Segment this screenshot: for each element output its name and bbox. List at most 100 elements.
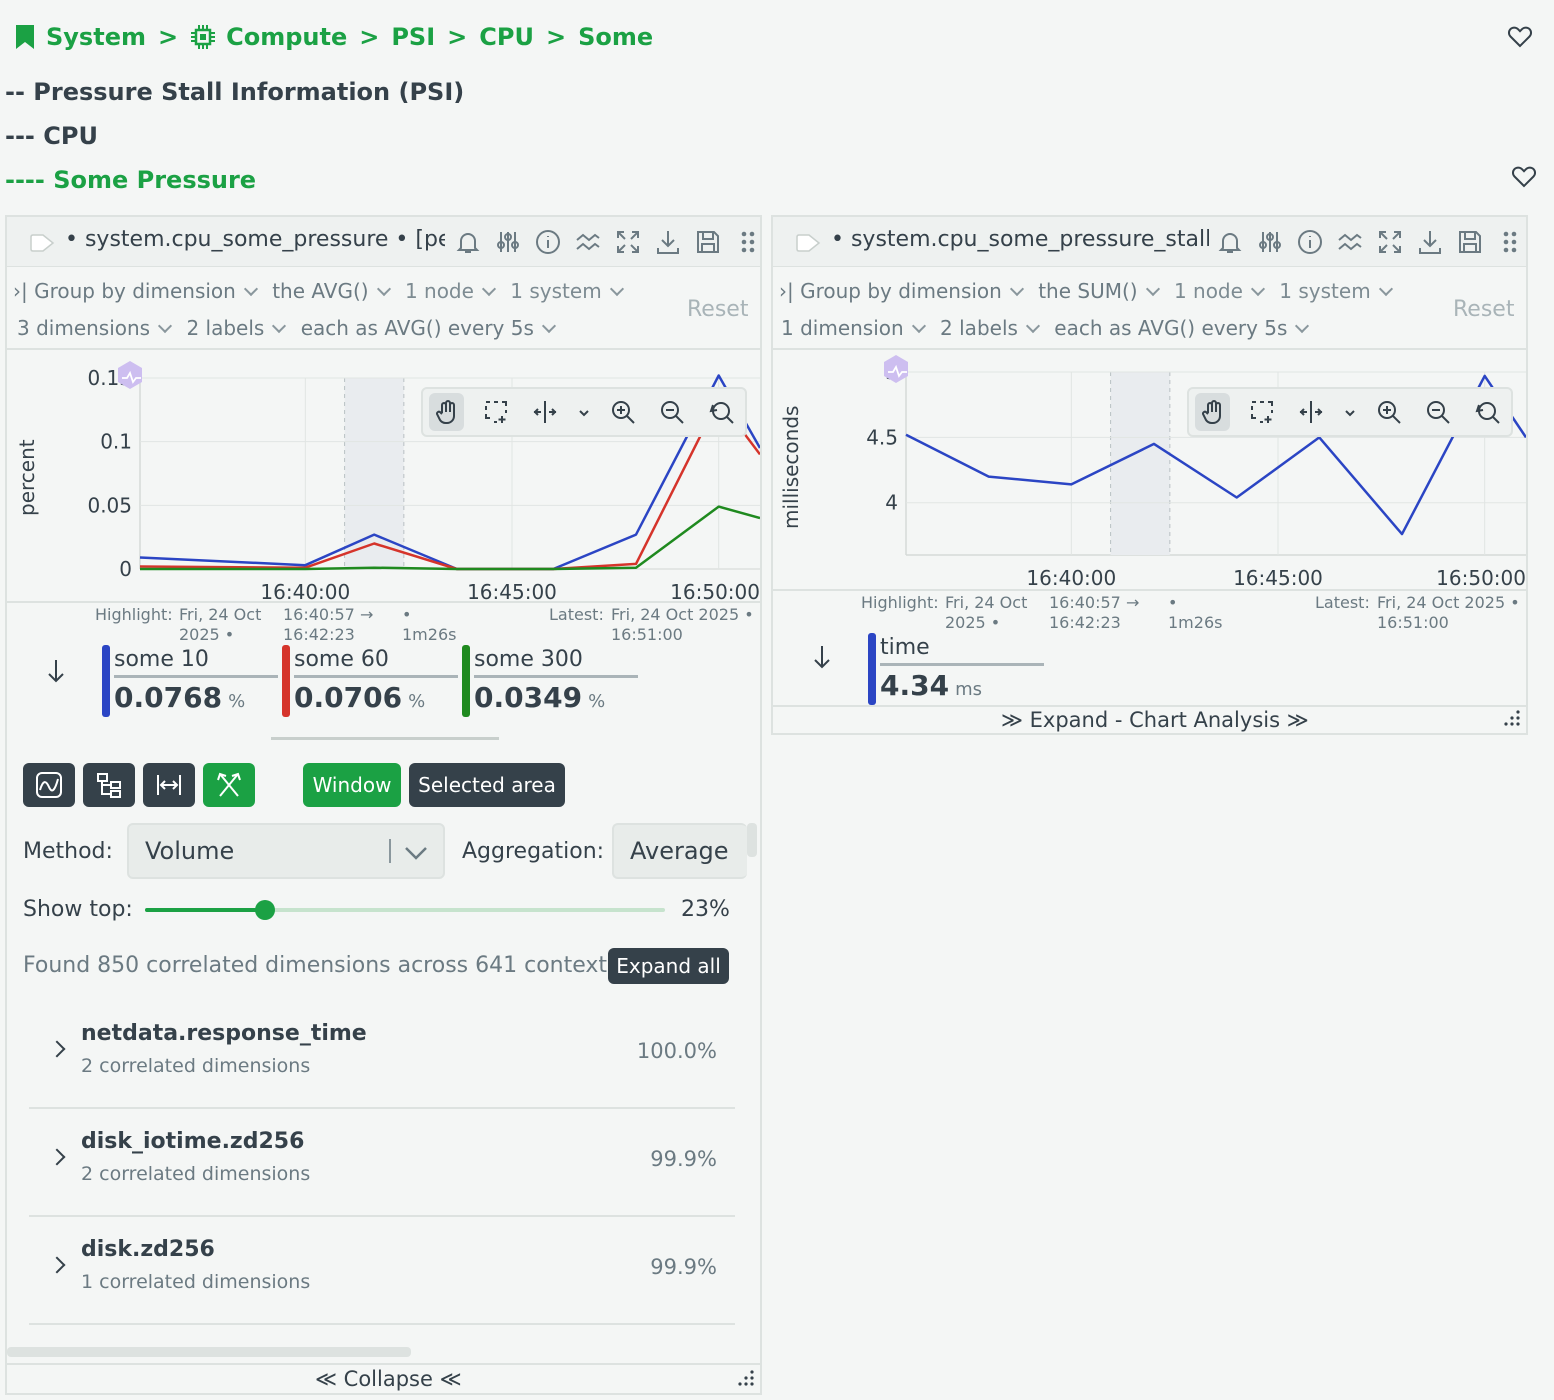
- dimensions-dropdown[interactable]: 3 dimensions: [17, 316, 180, 340]
- method-select[interactable]: Volume: [127, 823, 445, 879]
- settings-sliders-icon[interactable]: [491, 225, 525, 259]
- resize-handle-icon[interactable]: [1503, 709, 1521, 729]
- compare-button[interactable]: [143, 763, 195, 807]
- slider-handle[interactable]: [254, 900, 275, 920]
- info-icon[interactable]: [531, 225, 565, 259]
- breadcrumb: System > Compute > PSI > CPU > Some: [14, 20, 653, 54]
- systems-dropdown[interactable]: 1 system: [510, 279, 631, 303]
- horizontal-select-icon[interactable]: [528, 393, 563, 431]
- alert-bell-icon[interactable]: [1213, 225, 1247, 259]
- show-top-slider[interactable]: [145, 900, 665, 920]
- correlation-button[interactable]: [203, 763, 255, 807]
- drag-handle-icon[interactable]: [1493, 225, 1527, 259]
- selected-area-button[interactable]: Selected area: [409, 763, 565, 807]
- group-by-dropdown[interactable]: ›| Group by dimension: [779, 279, 1032, 303]
- collapse-button[interactable]: ≪ Collapse ≪: [315, 1367, 462, 1391]
- chevron-down-icon: [405, 847, 427, 860]
- select-area-icon[interactable]: [478, 393, 513, 431]
- x-tick-label: 16:50:00: [1436, 566, 1526, 589]
- tree-view-button[interactable]: [83, 763, 135, 807]
- x-tick-label: 16:40:00: [260, 580, 350, 601]
- correlation-row[interactable]: disk_iotime.zd256 2 correlated dimension…: [29, 1109, 735, 1217]
- legend-item-time[interactable]: time 4.34 ms: [868, 633, 1048, 705]
- dimensions-dropdown[interactable]: 1 dimension: [781, 316, 934, 340]
- legend-item-some-10[interactable]: some 10 0.0768%: [102, 645, 282, 717]
- expand-all-button[interactable]: Expand all: [608, 948, 729, 984]
- highlight-date-year: 2025 •: [945, 613, 1001, 632]
- reset-button[interactable]: Reset: [1453, 297, 1515, 322]
- x-tick-label: 16:40:00: [1026, 566, 1116, 589]
- chevron-down-icon[interactable]: [577, 393, 591, 431]
- latest-label: Latest:: [549, 605, 604, 624]
- arrow-down-icon[interactable]: [45, 657, 67, 685]
- save-icon[interactable]: [691, 225, 725, 259]
- legend-color-bar: [868, 633, 876, 705]
- systems-dropdown[interactable]: 1 system: [1279, 279, 1400, 303]
- latest-time: 16:51:00: [1377, 613, 1449, 632]
- breadcrumb-some[interactable]: Some: [578, 23, 654, 51]
- fullscreen-icon[interactable]: [1373, 225, 1407, 259]
- correlation-row[interactable]: netdata.response_time 2 correlated dimen…: [29, 1001, 735, 1109]
- zoom-in-icon[interactable]: [605, 393, 640, 431]
- time-aggregation-dropdown[interactable]: each as AVG() every 5s: [301, 316, 564, 340]
- reset-zoom-icon[interactable]: [704, 393, 739, 431]
- legend-item-some-60[interactable]: some 60 0.0706%: [282, 645, 462, 717]
- heart-icon[interactable]: [1507, 24, 1533, 50]
- download-icon[interactable]: [1413, 225, 1447, 259]
- zoom-out-icon[interactable]: [1420, 393, 1455, 431]
- section-heading-cpu: --- CPU: [5, 122, 98, 150]
- method-label: Method:: [23, 839, 113, 864]
- breadcrumb-cpu[interactable]: CPU: [479, 23, 534, 51]
- reset-zoom-icon[interactable]: [1470, 393, 1505, 431]
- pan-hand-icon[interactable]: [1195, 393, 1231, 431]
- aggregation-dropdown[interactable]: the SUM(): [1038, 279, 1167, 303]
- legend-item-some-300[interactable]: some 300 0.0349%: [462, 645, 642, 717]
- horizontal-select-icon[interactable]: [1294, 393, 1329, 431]
- correlation-row[interactable]: disk.zd256 1 correlated dimensions 99.9%: [29, 1217, 735, 1325]
- breadcrumb-system[interactable]: System: [46, 23, 146, 51]
- window-button[interactable]: Window: [303, 763, 401, 807]
- panel-scrollbar[interactable]: [747, 823, 757, 857]
- breadcrumb-psi[interactable]: PSI: [391, 23, 436, 51]
- reset-button[interactable]: Reset: [687, 297, 749, 322]
- aggregation-dropdown[interactable]: the AVG(): [272, 279, 398, 303]
- expand-chart-analysis-button[interactable]: ≫ Expand - Chart Analysis ≫: [1001, 708, 1309, 732]
- chevron-down-icon[interactable]: [1343, 393, 1357, 431]
- save-icon[interactable]: [1453, 225, 1487, 259]
- group-by-dropdown[interactable]: ›| Group by dimension: [13, 279, 266, 303]
- pan-hand-icon[interactable]: [429, 393, 465, 431]
- download-icon[interactable]: [651, 225, 685, 259]
- arrow-down-icon[interactable]: [811, 643, 833, 671]
- divider: [773, 705, 1526, 707]
- highlight-label: Highlight:: [861, 593, 939, 612]
- info-icon[interactable]: [1293, 225, 1327, 259]
- resize-handle-icon[interactable]: [737, 1369, 755, 1389]
- breadcrumb-compute[interactable]: Compute: [226, 23, 348, 51]
- select-area-icon[interactable]: [1244, 393, 1279, 431]
- drag-handle-icon[interactable]: [731, 225, 765, 259]
- correlate-icon[interactable]: [571, 225, 605, 259]
- labels-dropdown[interactable]: 2 labels: [940, 316, 1048, 340]
- zoom-in-icon[interactable]: [1371, 393, 1406, 431]
- highlight-date: Fri, 24 Oct: [945, 593, 1028, 612]
- horizontal-scrollbar[interactable]: [7, 1347, 411, 1357]
- alert-bell-icon[interactable]: [451, 225, 485, 259]
- legend-scrollbar[interactable]: [271, 737, 499, 740]
- time-aggregation-dropdown[interactable]: each as AVG() every 5s: [1054, 316, 1317, 340]
- aggregation-select[interactable]: Average: [612, 823, 747, 879]
- fullscreen-icon[interactable]: [611, 225, 645, 259]
- heart-icon[interactable]: [1511, 164, 1537, 190]
- labels-dropdown[interactable]: 2 labels: [186, 316, 294, 340]
- highlight-date-year: 2025 •: [179, 625, 235, 644]
- group-by-row: ›| Group by dimension the AVG() 1 node 1…: [13, 279, 632, 303]
- zoom-out-icon[interactable]: [654, 393, 689, 431]
- settings-sliders-icon[interactable]: [1253, 225, 1287, 259]
- show-top-label: Show top:: [23, 897, 133, 922]
- chart-view-button[interactable]: [23, 763, 75, 807]
- correlate-icon[interactable]: [1333, 225, 1367, 259]
- divider: [773, 348, 1526, 350]
- nodes-dropdown[interactable]: 1 node: [1174, 279, 1273, 303]
- nodes-dropdown[interactable]: 1 node: [405, 279, 504, 303]
